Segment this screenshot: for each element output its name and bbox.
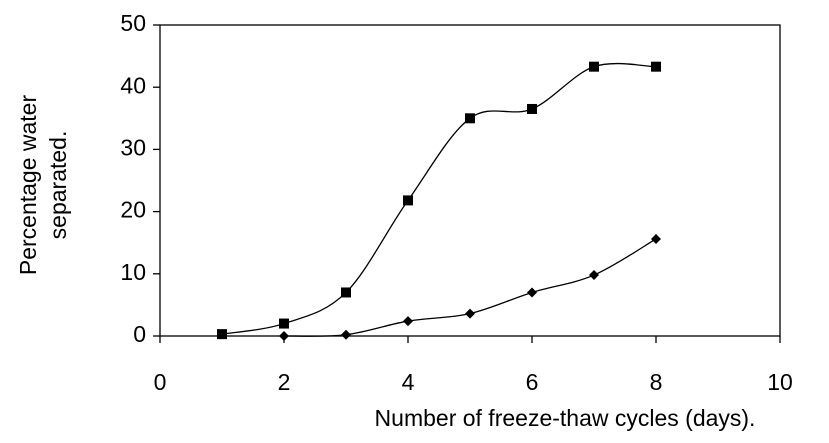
x-tick-label: 4: [402, 369, 415, 395]
marker: [279, 331, 289, 341]
y-axis-label: Percentage water: [15, 95, 41, 276]
marker: [279, 318, 289, 329]
series-line: [283, 238, 657, 337]
y-tick-label: 10: [120, 259, 146, 285]
marker: [403, 316, 413, 327]
x-tick-label: 2: [278, 369, 291, 395]
marker: [465, 113, 475, 124]
x-tick-label: 10: [767, 369, 793, 395]
y-tick-label: 20: [120, 197, 146, 223]
y-tick-label: 40: [120, 72, 146, 98]
series-line: [221, 62, 657, 335]
marker: [341, 329, 351, 340]
marker: [403, 195, 413, 206]
marker: [651, 233, 661, 244]
marker: [589, 270, 599, 281]
y-tick-label: 50: [120, 10, 146, 36]
x-tick-label: 0: [154, 369, 167, 395]
marker: [527, 287, 537, 298]
y-tick-label: 0: [133, 321, 146, 347]
x-tick-label: 8: [650, 369, 663, 395]
marker: [217, 329, 227, 340]
x-tick-label: 6: [526, 369, 539, 395]
x-axis-label: Number of freeze-thaw cycles (days).: [375, 405, 756, 431]
y-tick-label: 30: [120, 134, 146, 160]
plot-frame: [159, 24, 781, 337]
marker: [651, 61, 661, 72]
marker: [465, 308, 475, 319]
marker: [341, 287, 351, 298]
marker: [589, 61, 599, 72]
marker: [527, 103, 537, 114]
y-axis-label: separated.: [45, 131, 71, 240]
